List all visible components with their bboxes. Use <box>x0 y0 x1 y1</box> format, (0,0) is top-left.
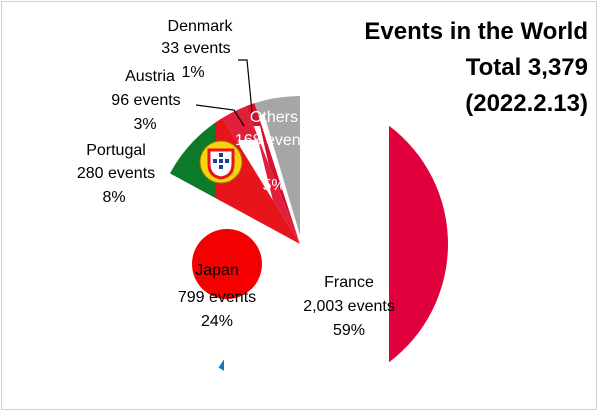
france-flag-red-band <box>389 97 448 392</box>
japan-flag-sun-disc <box>192 229 262 299</box>
leader-line-denmark <box>238 59 254 123</box>
chart-title-line-1: Events in the World <box>364 18 588 45</box>
france-flag-white-band <box>299 97 389 392</box>
label-japan-value: 799 events <box>178 289 256 306</box>
label-portugal-percent: 8% <box>102 189 125 206</box>
label-denmark-value: 33 events <box>161 40 230 57</box>
label-portugal-value: 280 events <box>77 165 155 182</box>
portugal-coat-of-arms-icon <box>199 140 243 184</box>
label-others-value: 168 events <box>235 132 313 149</box>
label-denmark-percent: 1% <box>181 64 204 81</box>
leader-line-austria <box>195 104 245 127</box>
label-austria-name: Austria <box>125 68 175 85</box>
label-japan-name: Japan <box>195 262 239 279</box>
label-portugal-name: Portugal <box>86 142 146 159</box>
label-austria-percent: 3% <box>133 116 156 133</box>
label-france-percent: 59% <box>333 322 365 339</box>
label-austria-value: 96 events <box>111 92 180 109</box>
label-denmark-name: Denmark <box>168 18 234 35</box>
label-others-percent: 5% <box>262 177 285 194</box>
label-france-value: 2,003 events <box>303 298 395 315</box>
label-others-name: Others <box>250 109 298 126</box>
label-japan-percent: 24% <box>201 313 233 330</box>
chart-title-line-2: Total 3,379 <box>466 54 588 81</box>
label-france-name: France <box>324 274 374 291</box>
chart-title-line-3: (2022.2.13) <box>465 90 588 117</box>
